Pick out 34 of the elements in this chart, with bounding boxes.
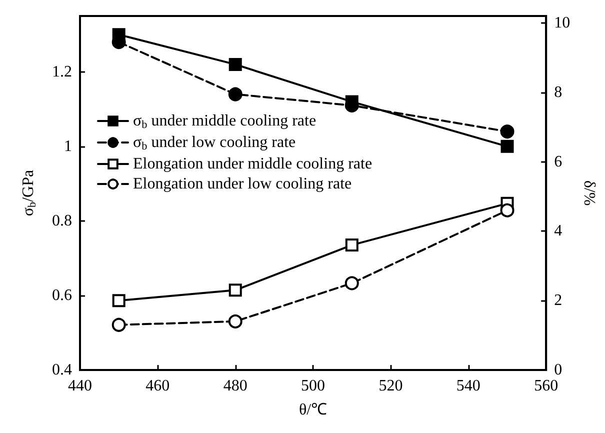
x-tick-label: 540 [456,378,480,394]
y-tick-label: 0.6 [52,286,72,304]
legend-label: Elongation under low cooling rate [133,176,352,192]
y2-axis-title: δ/% [580,180,598,206]
point [228,87,242,102]
y2-tick-label: 10 [554,14,570,32]
point [500,203,514,218]
x-tick-label: 520 [378,378,403,394]
y-tick-label: 1 [64,138,72,155]
point [112,294,126,308]
y2-tick-label: 8 [554,84,562,101]
x-tick-label: 440 [68,378,92,394]
y2-tick-label: 6 [554,153,562,170]
x-tick-label: 500 [301,378,326,394]
x-tick-label: 460 [146,378,170,394]
point [228,284,242,297]
point [500,140,514,153]
point [500,124,514,139]
y2-tick-label: 0 [554,362,562,378]
y-tick-label: 0.4 [52,362,72,378]
x-tick-label: 480 [223,378,248,394]
point [228,58,242,71]
y2-tick-label: 2 [554,292,562,310]
y-axis-title: σb/GPa [20,170,38,216]
point [345,238,358,252]
y-tick-label: 1.2 [52,63,72,80]
point [228,314,242,328]
x-axis-title: θ/℃ [298,402,328,418]
point [112,318,126,332]
y-tick-label: 0.8 [52,212,72,230]
x-tick-label: 560 [534,378,558,394]
point [344,276,359,290]
legend-label: Elongation under middle cooling rate [133,156,372,172]
y2-tick-label: 4 [554,222,562,240]
